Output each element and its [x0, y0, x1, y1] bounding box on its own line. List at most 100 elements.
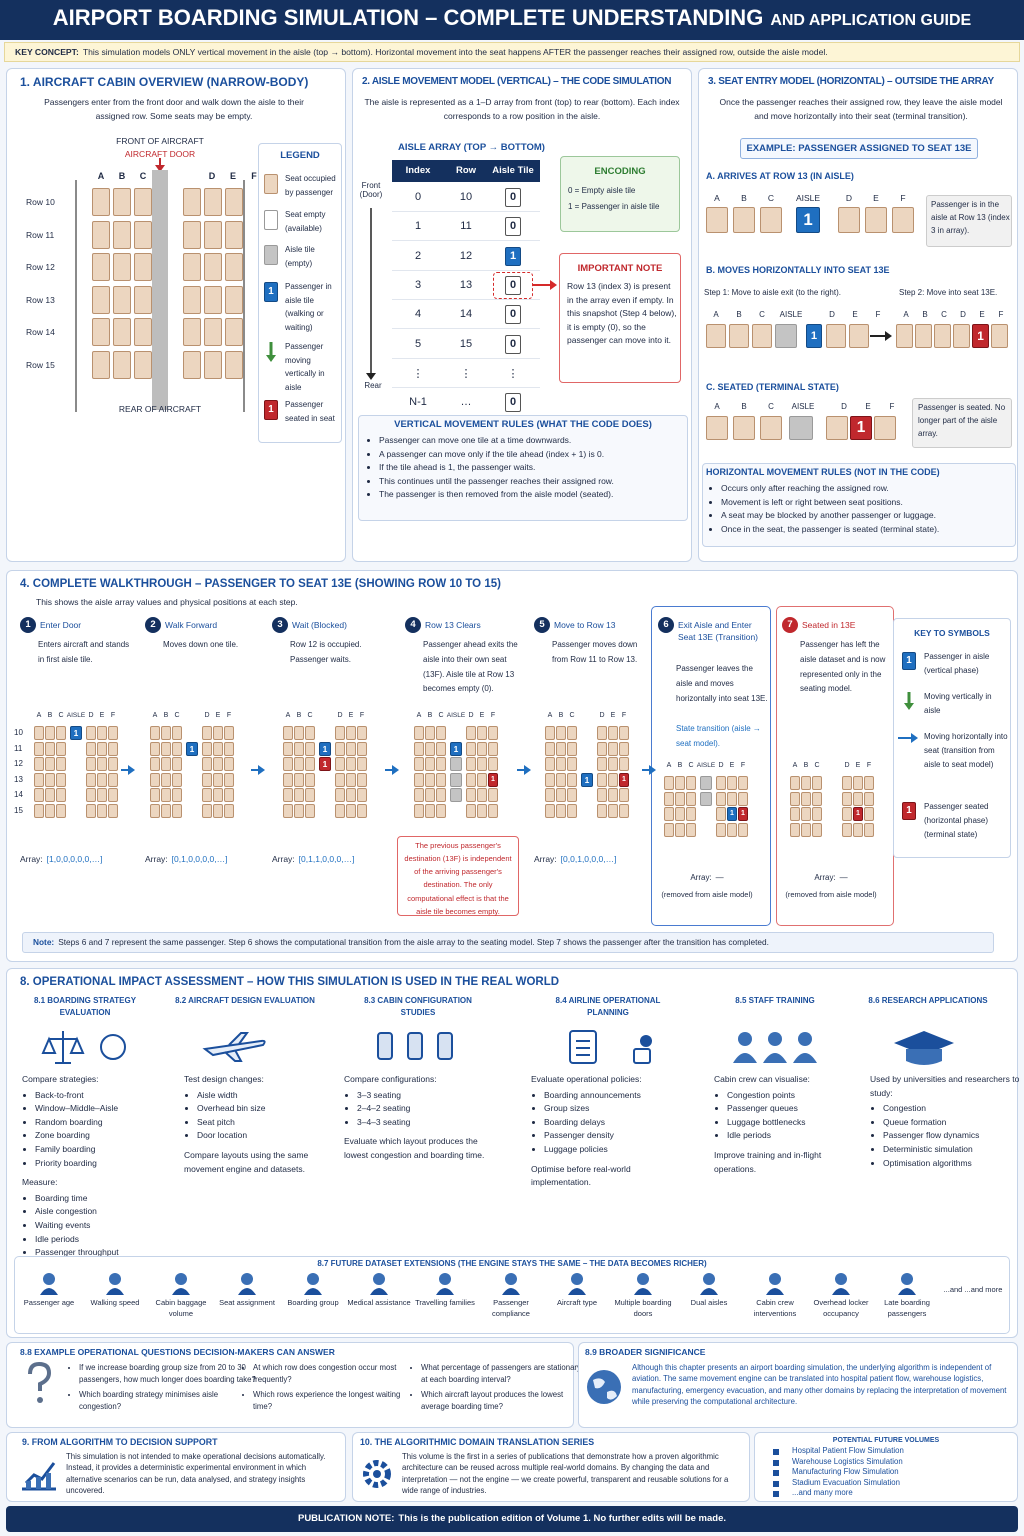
text: Overhead locker occupancy [813, 1298, 869, 1318]
key-concept: KEY CONCEPT: This simulation models ONLY … [4, 42, 1020, 62]
seat [346, 726, 356, 740]
icon [733, 1032, 817, 1063]
icon [121, 765, 135, 775]
seat [357, 803, 367, 818]
bullet-icon [773, 1480, 779, 1487]
icon [832, 1273, 850, 1295]
seat [488, 757, 498, 771]
passenger-symbol: 1 [189, 743, 195, 754]
seat [842, 807, 852, 821]
seat [466, 757, 476, 771]
text: C [569, 712, 575, 719]
icon [773, 1470, 779, 1476]
seat [346, 803, 356, 818]
seat-icon [377, 1032, 393, 1060]
icon [642, 765, 656, 775]
array-text: Array: [0,0,1,0,0,0,…] [534, 854, 659, 864]
seat [488, 803, 498, 818]
table-row [392, 183, 540, 212]
bullet-item: This continues until the passenger reach… [379, 475, 697, 489]
panel [578, 1342, 1018, 1428]
seat [294, 772, 304, 787]
passenger-symbol: 1 [491, 775, 495, 783]
text: E [348, 712, 354, 719]
text: Passenger seated (horizontal phase) (ter… [924, 802, 989, 839]
seat [294, 803, 304, 818]
text: F [251, 171, 257, 181]
text: F [226, 712, 232, 719]
seat [436, 757, 446, 771]
text: F [998, 310, 1004, 319]
fuselage [243, 180, 246, 412]
seat [45, 757, 55, 771]
seat [183, 351, 201, 379]
seat: 1 [264, 400, 278, 420]
seat: 1 [450, 741, 462, 756]
text: Passenger in aisle (vertical phase) [924, 652, 990, 675]
seat [86, 772, 96, 787]
seat [477, 726, 487, 740]
passenger-symbol: 1 [622, 775, 626, 783]
text: D [718, 762, 724, 769]
text: B [163, 712, 169, 719]
footer-label: PUBLICATION NOTE: [297, 1513, 395, 1524]
bullet-item: At which row does congestion occur most … [253, 1362, 413, 1386]
text: EXAMPLE: PASSENGER ASSIGNED TO SEAT 13E [746, 143, 972, 154]
ext-icon [901, 1273, 913, 1285]
icon [155, 158, 165, 172]
text: Exit Aisle and Enter Seat 13E (Transitio… [678, 620, 758, 643]
seat [545, 803, 555, 818]
seat [488, 788, 498, 802]
seat: 1 [806, 324, 822, 348]
seat [915, 324, 932, 348]
seat [45, 741, 55, 756]
seat [853, 822, 863, 837]
bullet-list: If we increase boarding group size from … [66, 1362, 257, 1416]
chart-bar [36, 1477, 41, 1489]
arrow-head [128, 765, 135, 775]
ext-icon [634, 1288, 652, 1295]
icon [385, 765, 399, 775]
text: Seat assignment [219, 1298, 275, 1307]
icon [898, 1273, 916, 1295]
extensions-box [14, 1256, 1010, 1334]
seat [108, 726, 118, 740]
seat [225, 253, 243, 282]
seat [225, 188, 243, 216]
seat [436, 803, 446, 818]
passenger-symbol: 1 [268, 286, 274, 297]
seat [738, 822, 748, 837]
bullet-list: Boarding announcementsGroup sizesBoardin… [531, 1089, 681, 1157]
bullet-item: Which rows experience the longest waitin… [253, 1389, 413, 1413]
seat [213, 757, 223, 771]
text: F [359, 712, 365, 719]
text: 14 [14, 790, 23, 799]
text: Row 15 [26, 360, 55, 370]
seat [619, 741, 629, 756]
seat [738, 776, 748, 790]
passenger-symbol: 1 [803, 210, 813, 229]
block-text: Compare layouts using the same movement … [184, 1149, 309, 1174]
text: FRONT OF AIRCRAFT [116, 136, 204, 146]
ext-icon [568, 1288, 586, 1295]
text: D [208, 171, 216, 181]
text: Row 12 [26, 262, 55, 273]
seat [34, 772, 44, 787]
text: 2 [414, 249, 422, 262]
seat [597, 726, 607, 740]
seat [161, 757, 171, 771]
seat [56, 741, 66, 756]
seat: 1 [738, 807, 748, 821]
seat [45, 772, 55, 787]
text: B [118, 171, 126, 181]
seat [86, 788, 96, 802]
ext-icon [505, 1273, 517, 1285]
bullet-item: Idle periods [727, 1129, 864, 1143]
seat [567, 803, 577, 818]
seat [134, 253, 152, 282]
person [733, 1053, 757, 1063]
ext-icon [43, 1273, 55, 1285]
icon [773, 1449, 779, 1455]
text: Enter Door [40, 620, 82, 630]
seat [849, 324, 869, 348]
